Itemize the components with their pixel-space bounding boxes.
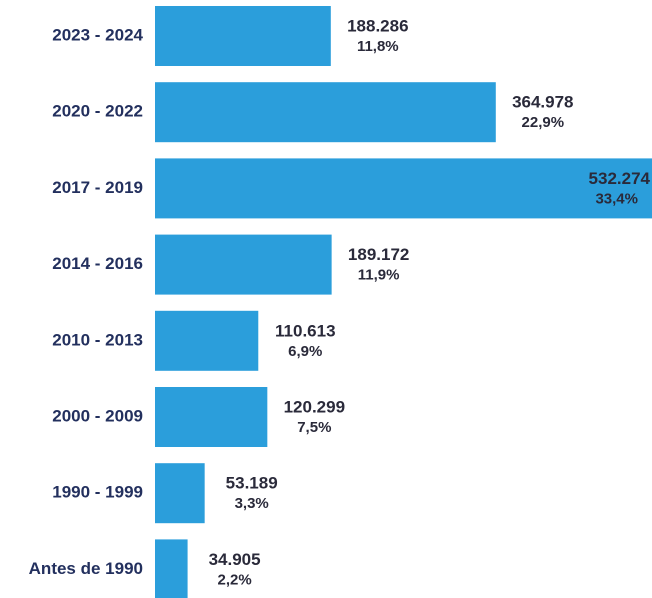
category-label: 2020 - 2022 [52, 102, 143, 121]
share-label: 33,4% [595, 190, 638, 207]
category-label: 1990 - 1999 [52, 483, 143, 502]
value-label: 110.613 [275, 321, 336, 340]
value-label: 53.189 [226, 474, 278, 493]
value-label: 532.274 [589, 169, 651, 188]
category-label: 2010 - 2013 [52, 330, 143, 349]
bar [155, 463, 205, 524]
bar [155, 539, 188, 598]
share-label: 7,5% [297, 419, 331, 436]
value-label: 188.286 [347, 16, 408, 35]
value-label: 364.978 [512, 93, 573, 112]
share-label: 22,9% [522, 114, 565, 131]
category-label: 2023 - 2024 [52, 25, 143, 44]
value-label: 189.172 [348, 245, 409, 264]
value-label: 34.905 [209, 550, 261, 569]
category-label: 2017 - 2019 [52, 178, 143, 197]
bar [155, 387, 268, 447]
bar [155, 158, 652, 219]
bar [155, 6, 331, 66]
bar [155, 82, 496, 143]
value-label: 120.299 [284, 397, 345, 416]
category-label: 2000 - 2009 [52, 406, 143, 425]
category-label: 2014 - 2016 [52, 254, 143, 273]
share-label: 2,2% [217, 571, 251, 588]
share-label: 3,3% [235, 495, 269, 512]
bar [155, 310, 259, 371]
bar [155, 234, 332, 295]
category-label: Antes de 1990 [29, 559, 143, 578]
share-label: 11,8% [357, 38, 399, 55]
share-label: 11,9% [358, 267, 400, 284]
share-label: 6,9% [288, 343, 322, 360]
